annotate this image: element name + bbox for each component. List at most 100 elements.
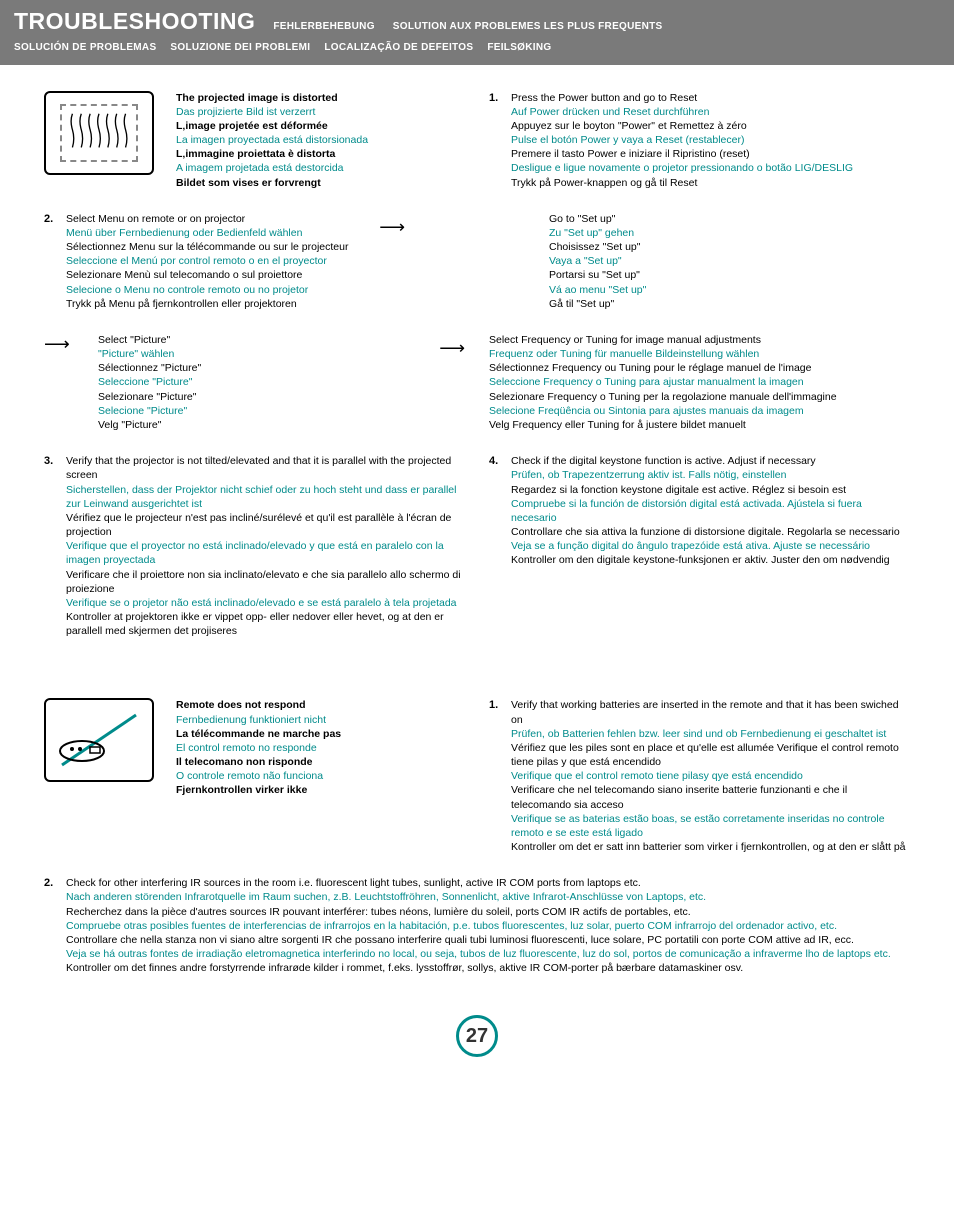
text-line: Selecione Freqüência ou Sintonia para aj… <box>489 404 910 418</box>
text-line: Press the Power button and go to Reset <box>511 91 910 105</box>
text-line: Recherchez dans la pièce d'autres source… <box>66 905 910 919</box>
text-line: L‚immagine proiettata è distorta <box>176 147 368 161</box>
text-line: Selezionare Menù sul telecomando o sul p… <box>66 268 365 282</box>
text-line: L‚image projetée est déformée <box>176 119 368 133</box>
text-line: Selezionare "Picture" <box>98 390 425 404</box>
text-line: Go to "Set up" <box>549 212 910 226</box>
section2-step2-row: 2. Check for other interfering IR source… <box>44 876 910 975</box>
header-sub-de: FEHLERBEHEBUNG <box>273 20 374 34</box>
text-line: Frequenz oder Tuning für manuelle Bildei… <box>489 347 910 361</box>
page-title: TROUBLESHOOTING <box>14 6 255 37</box>
header-sub-pt: LOCALIZAÇÃO DE DEFEITOS <box>324 41 473 55</box>
text-line: Prüfen, ob Batterien fehlen bzw. leer si… <box>511 727 910 741</box>
text-line: Desligue e ligue novamente o projetor pr… <box>511 161 910 175</box>
text-line: Velg "Picture" <box>98 418 425 432</box>
section1-step34-row: 3. Verify that the projector is not tilt… <box>44 454 910 638</box>
text-line: Compruebe otras posibles fuentes de inte… <box>66 919 910 933</box>
text-line: Vérifiez que les piles sont en place et … <box>511 741 910 769</box>
text-line: Kontroller at projektoren ikke er vippet… <box>66 610 465 638</box>
header-sub-fr: SOLUTION AUX PROBLEMES LES PLUS FREQUENT… <box>393 20 663 34</box>
text-line: Regardez si la fonction keystone digital… <box>511 483 910 497</box>
text-line: Compruebe si la función de distorsión di… <box>511 497 910 525</box>
text-line: Fernbedienung funktioniert nicht <box>176 713 341 727</box>
text-line: Zu "Set up" gehen <box>549 226 910 240</box>
text-line: Verifique se as baterias estão boas, se … <box>511 812 910 840</box>
text-line: Veja se há outras fontes de irradiação e… <box>66 947 910 961</box>
text-line: Select Menu on remote or on projector <box>66 212 365 226</box>
text-line: Velg Frequency eller Tuning for å juster… <box>489 418 910 432</box>
text-line: Portarsi su "Set up" <box>549 268 910 282</box>
step4-lines: Check if the digital keystone function i… <box>511 454 910 638</box>
text-line: Controllare che nella stanza non vi sian… <box>66 933 910 947</box>
text-line: El control remoto no responde <box>176 741 341 755</box>
text-line: La télécommande ne marche pas <box>176 727 341 741</box>
step2-num: 2. <box>44 212 66 311</box>
text-line: Verificare che nel telecomando siano ins… <box>511 783 910 811</box>
picture-left: Select "Picture""Picture" wählenSélectio… <box>98 333 425 432</box>
text-line: Select Frequency or Tuning for image man… <box>489 333 910 347</box>
arrow-icon: ⟶ <box>44 334 70 354</box>
text-line: Sélectionnez "Picture" <box>98 361 425 375</box>
text-line: Trykk på Power-knappen og gå til Reset <box>511 176 910 190</box>
step1-num: 1. <box>489 91 511 190</box>
step1-lines: Press the Power button and go to ResetAu… <box>511 91 910 190</box>
text-line: A imagem projetada está destorcida <box>176 161 368 175</box>
remote-icon <box>44 698 154 782</box>
s2-step1-lines: Verify that working batteries are insert… <box>511 698 910 854</box>
text-line: Vaya a "Set up" <box>549 254 910 268</box>
text-line: Das projizierte Bild ist verzerrt <box>176 105 368 119</box>
header-sub-no: FEILSØKING <box>487 41 551 55</box>
step4-num: 4. <box>489 454 511 638</box>
text-line: Check if the digital keystone function i… <box>511 454 910 468</box>
step3-num: 3. <box>44 454 66 638</box>
section1-picture-row: ⟶ Select "Picture""Picture" wählenSélect… <box>44 333 910 432</box>
text-line: Check for other interfering IR sources i… <box>66 876 910 890</box>
header-row-2: SOLUCIÓN DE PROBLEMAS SOLUZIONE DEI PROB… <box>14 41 940 55</box>
text-line: Sélectionnez Frequency ou Tuning pour le… <box>489 361 910 375</box>
picture-right: Select Frequency or Tuning for image man… <box>489 333 910 432</box>
text-line: Kontroller om det er satt inn batterier … <box>511 840 910 854</box>
text-line: Verifique se o projetor não está inclina… <box>66 596 465 610</box>
s2-step2-num: 2. <box>44 876 66 975</box>
section1-top-row: The projected image is distortedDas proj… <box>44 91 910 190</box>
distorted-image-icon <box>44 91 154 175</box>
text-line: Selezionare Frequency o Tuning per la re… <box>489 390 910 404</box>
text-line: Seleccione el Menú por control remoto o … <box>66 254 365 268</box>
page-content: The projected image is distortedDas proj… <box>0 65 954 976</box>
text-line: Veja se a função digital do ângulo trape… <box>511 539 910 553</box>
text-line: Sicherstellen, dass der Projektor nicht … <box>66 483 465 511</box>
section2-heading-col: Remote does not respondFernbedienung fun… <box>176 698 341 854</box>
page-footer: 27 <box>0 1015 954 1057</box>
text-line: Kontroller om det finnes andre forstyrre… <box>66 961 910 975</box>
step3-lines: Verify that the projector is not tilted/… <box>66 454 465 638</box>
text-line: Verifique que el proyector no está incli… <box>66 539 465 567</box>
text-line: Appuyez sur le boyton "Power" et Remette… <box>511 119 910 133</box>
text-line: Seleccione Frequency o Tuning para ajust… <box>489 375 910 389</box>
text-line: O controle remoto não funciona <box>176 769 341 783</box>
step2-left: Select Menu on remote or on projectorMen… <box>66 212 365 311</box>
text-line: Auf Power drücken und Reset durchführen <box>511 105 910 119</box>
s2-step2-lines: Check for other interfering IR sources i… <box>66 876 910 975</box>
text-line: Prüfen, ob Trapezentzerrung aktiv ist. F… <box>511 468 910 482</box>
arrow-icon: ⟶ <box>439 338 465 358</box>
text-line: Trykk på Menu på fjernkontrollen eller p… <box>66 297 365 311</box>
step2-right: Go to "Set up"Zu "Set up" gehenChoisisse… <box>549 212 910 311</box>
text-line: Fjernkontrollen virker ikke <box>176 783 341 797</box>
text-line: Selecione "Picture" <box>98 404 425 418</box>
text-line: Choisissez "Set up" <box>549 240 910 254</box>
text-line: Sélectionnez Menu sur la télécommande ou… <box>66 240 365 254</box>
text-line: Remote does not respond <box>176 698 341 712</box>
page-number: 27 <box>456 1015 498 1057</box>
text-line: Select "Picture" <box>98 333 425 347</box>
text-line: Nach anderen störenden Infrarotquelle im… <box>66 890 910 904</box>
text-line: The projected image is distorted <box>176 91 368 105</box>
text-line: Vérifiez que le projecteur n'est pas inc… <box>66 511 465 539</box>
text-line: Seleccione "Picture" <box>98 375 425 389</box>
text-line: Bildet som vises er forvrengt <box>176 176 368 190</box>
text-line: Premere il tasto Power e iniziare il Rip… <box>511 147 910 161</box>
text-line: Verificare che il proiettore non sia inc… <box>66 568 465 596</box>
text-line: La imagen proyectada está distorsionada <box>176 133 368 147</box>
text-line: Verifique que el control remoto tiene pi… <box>511 769 910 783</box>
text-line: Verify that the projector is not tilted/… <box>66 454 465 482</box>
section1-heading-col: The projected image is distortedDas proj… <box>176 91 368 190</box>
